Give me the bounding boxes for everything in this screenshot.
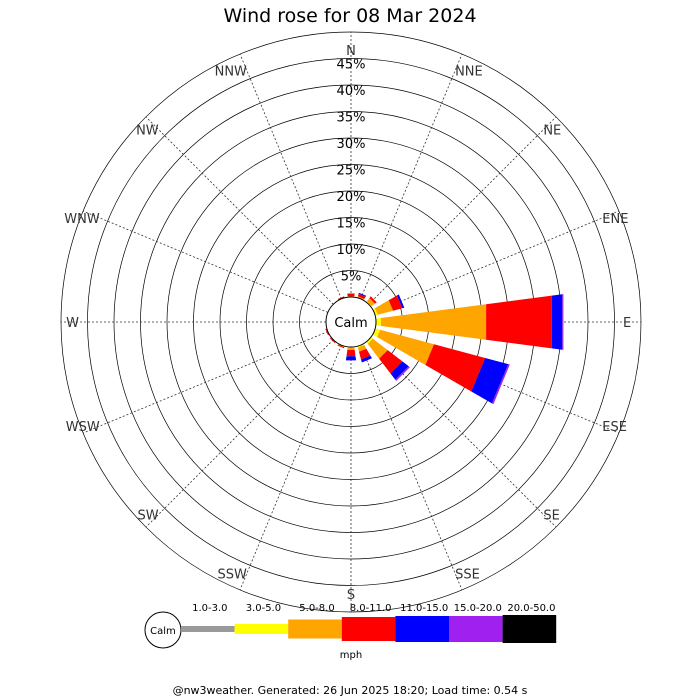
bar-segment-se-5 (395, 366, 410, 381)
direction-label-n: N (346, 44, 356, 59)
legend-swatch (288, 619, 342, 639)
bar-segment-ese-2 (377, 329, 434, 365)
legend-label: 5.0-8.0 (299, 603, 334, 614)
direction-label-sw: SW (138, 508, 159, 523)
direction-label-ssw: SSW (218, 567, 248, 582)
radial-ticks: 5% 10% 15% 20% 25% 30% 35% 40% 45% (337, 58, 366, 285)
bar-segment-ene-2 (374, 300, 394, 315)
direction-labels: N NNE NE ENE E ESE SE SSE S SSW SW WSW W WNW NW NNW (64, 44, 631, 603)
legend-swatch (395, 616, 449, 642)
bar-segment-e-1 (375, 318, 381, 326)
direction-label-ene: ENE (602, 212, 628, 227)
grid-spoke (360, 344, 463, 591)
legend-label: 20.0-50.0 (507, 603, 555, 614)
bar-segment-ssw-3 (337, 344, 345, 349)
radial-tick-label: 30% (337, 137, 366, 152)
bar-segment-n-3 (347, 293, 355, 297)
bar-segment-sse-2 (357, 345, 367, 352)
bars-layer (325, 292, 564, 405)
calm-label: Calm (334, 316, 367, 331)
radial-tick-label: 5% (341, 270, 362, 285)
grid-spoke (145, 116, 334, 305)
legend-label: 15.0-20.0 (454, 603, 502, 614)
direction-label-nnw: NNW (215, 65, 247, 80)
bar-segment-e-5 (562, 294, 564, 350)
bar-segment-ne-3 (369, 296, 377, 304)
bar-segment-ese-4 (471, 358, 509, 404)
bar-segment-ese-3 (425, 344, 486, 392)
chart-title: Wind rose for 08 Mar 2024 (223, 5, 477, 27)
bar-segment-se-3 (379, 350, 403, 374)
legend-swatch (449, 616, 503, 642)
bar-segment-s-4 (345, 356, 357, 361)
legend-swatch (181, 626, 235, 632)
bar-segment-se-1 (366, 337, 373, 344)
legend: Calm mph 1.0-3.0 3.0-5.0 5.0-8.0 8.0-11.0 11… (144, 603, 557, 661)
direction-label-se: SE (543, 508, 559, 523)
legend-unit-label: mph (340, 650, 362, 661)
legend-swatch (341, 617, 396, 641)
bar-segment-e-3 (486, 295, 552, 349)
grid-spoke (373, 210, 620, 313)
grid-spoke (82, 331, 329, 434)
bar-segment-s-2 (347, 347, 355, 350)
legend-calm-label: Calm (150, 626, 176, 637)
bar-segment-ene-4 (397, 294, 405, 309)
bar-segment-nne-4 (358, 292, 367, 297)
footer-text: @nw3weather. Generated: 26 Jun 2025 18:2… (172, 684, 528, 697)
radial-tick-label: 35% (337, 111, 366, 126)
bar-segment-e-4 (551, 294, 563, 350)
radial-tick-label: 25% (337, 164, 366, 179)
legend-swatch (502, 615, 557, 643)
calm-circle-group: Calm (325, 296, 377, 348)
grid-spoke (360, 53, 463, 300)
bar-segment-ene-3 (388, 295, 403, 311)
legend-label: 1.0-3.0 (192, 603, 227, 614)
grid-ring (87, 58, 615, 586)
direction-label-nw: NW (136, 124, 159, 139)
grid-spoke (82, 210, 329, 313)
bar-segment-wsw-3 (325, 328, 329, 336)
bar-segment-se-4 (390, 361, 409, 380)
legend-label: 8.0-11.0 (350, 603, 392, 614)
radial-tick-label: 20% (337, 190, 366, 205)
legend-label: 3.0-5.0 (246, 603, 281, 614)
bar-segment-se-2 (367, 338, 388, 359)
direction-label-ese: ESE (602, 420, 627, 435)
direction-label-wnw: WNW (64, 212, 100, 227)
radial-tick-label: 10% (337, 243, 366, 258)
legend-label: 11.0-15.0 (400, 603, 448, 614)
direction-label-w: W (66, 316, 79, 331)
radial-tick-label: 45% (337, 58, 366, 73)
bar-segment-sw-3 (329, 337, 336, 344)
bar-segment-ene-1 (372, 308, 378, 316)
bar-segment-ese-5 (492, 364, 510, 405)
direction-label-ne: NE (543, 124, 561, 139)
bar-segment-nne-3 (357, 293, 366, 299)
bar-segment-sse-3 (359, 348, 371, 360)
grid-spoke (239, 344, 342, 591)
bar-segment-e-2 (381, 304, 487, 340)
direction-label-e: E (623, 316, 631, 331)
bar-segment-s-3 (346, 349, 356, 357)
direction-label-wsw: WSW (66, 420, 100, 435)
direction-label-nne: NNE (455, 65, 483, 80)
direction-label-sse: SSE (455, 567, 480, 582)
legend-swatch (234, 624, 289, 634)
calm-circle (325, 296, 377, 348)
grid-spoke (239, 53, 342, 300)
radial-tick-label: 40% (337, 84, 366, 99)
grid-spoke (368, 116, 557, 305)
bar-segment-sse-4 (361, 355, 372, 363)
direction-label-s: S (347, 588, 355, 603)
grid-spoke (145, 339, 334, 528)
radial-tick-label: 15% (337, 217, 366, 232)
bar-segment-ne-2 (366, 298, 375, 307)
